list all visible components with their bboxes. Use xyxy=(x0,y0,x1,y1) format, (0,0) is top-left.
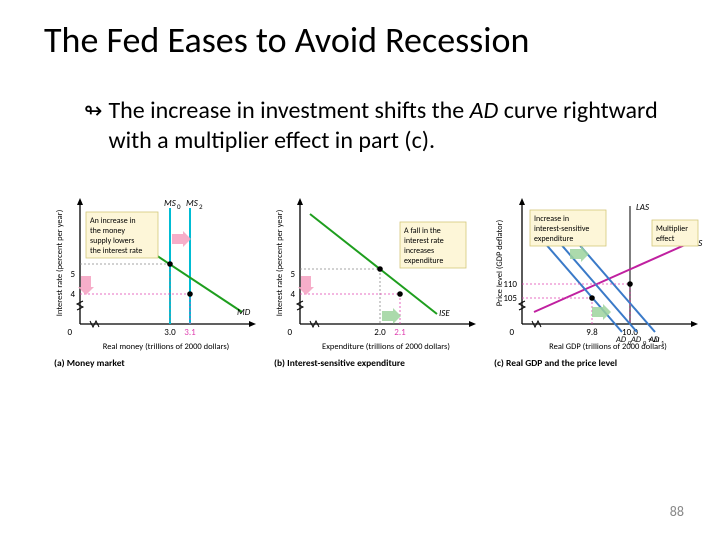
svg-text:5: 5 xyxy=(70,269,75,280)
svg-text:Expenditure (trillions of 2000: Expenditure (trillions of 2000 dollars) xyxy=(322,342,450,352)
panels: 0Interest rate (percent per year)Real mo… xyxy=(44,184,676,374)
svg-text:(a) Money market: (a) Money market xyxy=(54,357,125,369)
svg-text:expenditure: expenditure xyxy=(404,256,443,266)
svg-text:3.0: 3.0 xyxy=(164,327,176,338)
svg-text:(b) Interest-sensitive expendi: (b) Interest-sensitive expenditure xyxy=(274,357,405,369)
svg-text:increases: increases xyxy=(404,246,434,256)
svg-text:0: 0 xyxy=(287,327,292,338)
svg-text:LAS: LAS xyxy=(636,202,650,213)
svg-text:Interest rate (percent per yea: Interest rate (percent per year) xyxy=(275,210,285,317)
svg-text:2: 2 xyxy=(199,202,203,211)
svg-text:interest-sensitive: interest-sensitive xyxy=(534,224,589,234)
svg-text:9.8: 9.8 xyxy=(586,327,598,338)
bullet: ↬ The increase in investment shifts the … xyxy=(84,96,676,156)
page-number: 88 xyxy=(670,503,684,520)
svg-text:0: 0 xyxy=(509,327,514,338)
svg-text:5: 5 xyxy=(290,269,295,280)
svg-text:An increase in: An increase in xyxy=(90,216,136,226)
svg-text:3.1: 3.1 xyxy=(184,327,196,338)
panel-c: 0Price level (GDP deflator)Real GDP (tri… xyxy=(492,184,712,374)
svg-text:Interest rate (percent per yea: Interest rate (percent per year) xyxy=(55,210,65,317)
svg-text:ISE: ISE xyxy=(439,308,450,319)
svg-text:Real money (trillions of 2000: Real money (trillions of 2000 dollars) xyxy=(103,342,230,352)
svg-text:Increase in: Increase in xyxy=(534,214,569,224)
svg-text:0: 0 xyxy=(67,327,72,338)
svg-text:4: 4 xyxy=(70,289,75,300)
svg-text:105: 105 xyxy=(503,293,517,304)
svg-text:110: 110 xyxy=(503,279,517,290)
svg-text:supply lowers: supply lowers xyxy=(90,236,134,246)
svg-text:(c) Real GDP and the price lev: (c) Real GDP and the price level xyxy=(494,357,617,369)
svg-text:effect: effect xyxy=(656,234,675,244)
svg-text:0: 0 xyxy=(177,202,181,211)
panel-b: 0Interest rate (percent per year) Expendi… xyxy=(272,184,492,374)
svg-text:MS: MS xyxy=(164,198,177,209)
svg-text:the interest rate: the interest rate xyxy=(90,246,142,256)
svg-text:1: 1 xyxy=(661,339,664,347)
svg-text:4: 4 xyxy=(290,289,295,300)
svg-text:the money: the money xyxy=(90,226,125,236)
svg-text:A fall in the: A fall in the xyxy=(404,226,441,236)
bullet-text: The increase in investment shifts the AD… xyxy=(108,96,668,156)
svg-text:AD: AD xyxy=(648,335,660,345)
link-icon: ↬ xyxy=(84,96,102,126)
panel-a: 0Interest rate (percent per year)Real mo… xyxy=(52,184,272,374)
svg-text:Multiplier: Multiplier xyxy=(656,224,688,234)
svg-text:expenditure: expenditure xyxy=(534,234,573,244)
svg-text:MD: MD xyxy=(237,307,251,318)
svg-text:interest rate: interest rate xyxy=(404,236,444,246)
svg-text:2.0: 2.0 xyxy=(374,327,386,338)
page-title: The Fed Eases to Avoid Recession xyxy=(44,18,676,62)
svg-text:AD: AD xyxy=(630,335,642,345)
svg-text:2.1: 2.1 xyxy=(394,327,406,338)
svg-text:MS: MS xyxy=(186,198,199,209)
svg-text:AD: AD xyxy=(615,335,627,345)
